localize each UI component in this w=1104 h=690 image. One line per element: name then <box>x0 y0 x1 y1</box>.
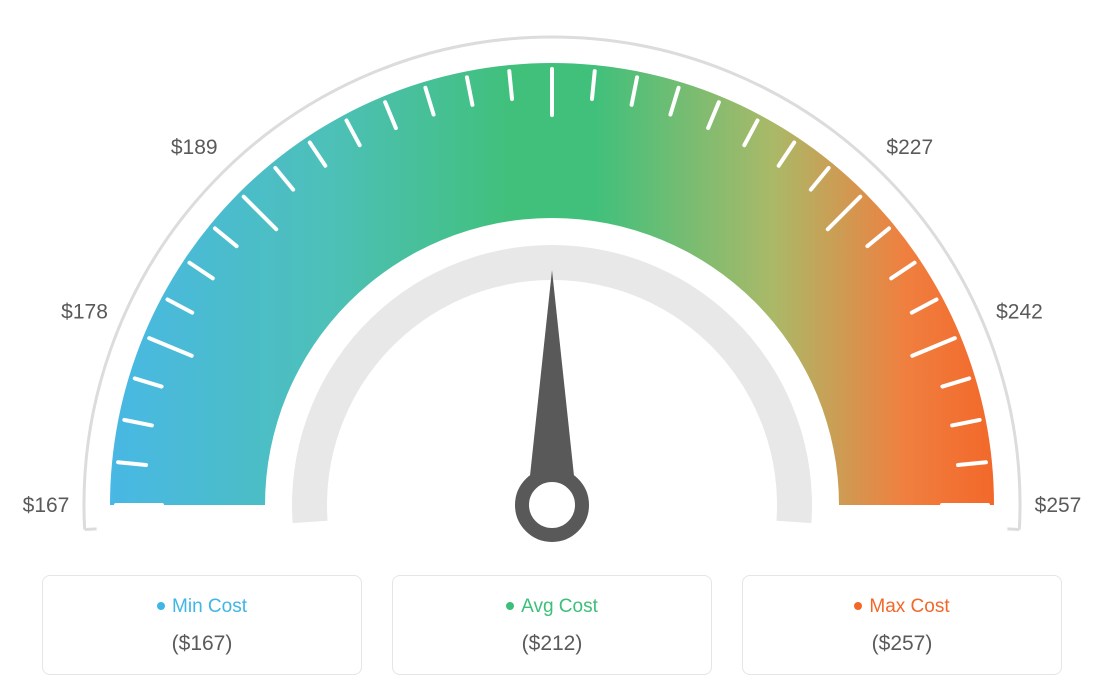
gauge-svg: $167$178$189$212$227$242$257 <box>0 15 1104 555</box>
dot-icon <box>854 602 862 610</box>
gauge-hub <box>522 475 582 535</box>
gauge-tick-label: $178 <box>61 300 108 323</box>
gauge-tick-label: $189 <box>171 136 218 159</box>
gauge-tick-label: $242 <box>996 300 1043 323</box>
legend-avg-label: Avg Cost <box>521 596 598 617</box>
legend-min-value: ($167) <box>43 632 361 656</box>
gauge-tick-label: $257 <box>1035 494 1082 517</box>
legend-max-title: Max Cost <box>743 596 1061 618</box>
dot-icon <box>157 602 165 610</box>
legend-avg-value: ($212) <box>393 632 711 656</box>
gauge-tick-label: $227 <box>886 136 933 159</box>
legend-min-title: Min Cost <box>43 596 361 618</box>
cost-gauge: $167$178$189$212$227$242$257 <box>0 15 1104 555</box>
gauge-tick-label: $167 <box>23 494 70 517</box>
dot-icon <box>506 602 514 610</box>
legend-min-label: Min Cost <box>172 596 247 617</box>
legend-avg-title: Avg Cost <box>393 596 711 618</box>
legend-max-label: Max Cost <box>869 596 949 617</box>
legend-max-card: Max Cost ($257) <box>742 575 1062 675</box>
legend-avg-card: Avg Cost ($212) <box>392 575 712 675</box>
legend-max-value: ($257) <box>743 632 1061 656</box>
legend-row: Min Cost ($167) Avg Cost ($212) Max Cost… <box>42 575 1062 675</box>
legend-min-card: Min Cost ($167) <box>42 575 362 675</box>
